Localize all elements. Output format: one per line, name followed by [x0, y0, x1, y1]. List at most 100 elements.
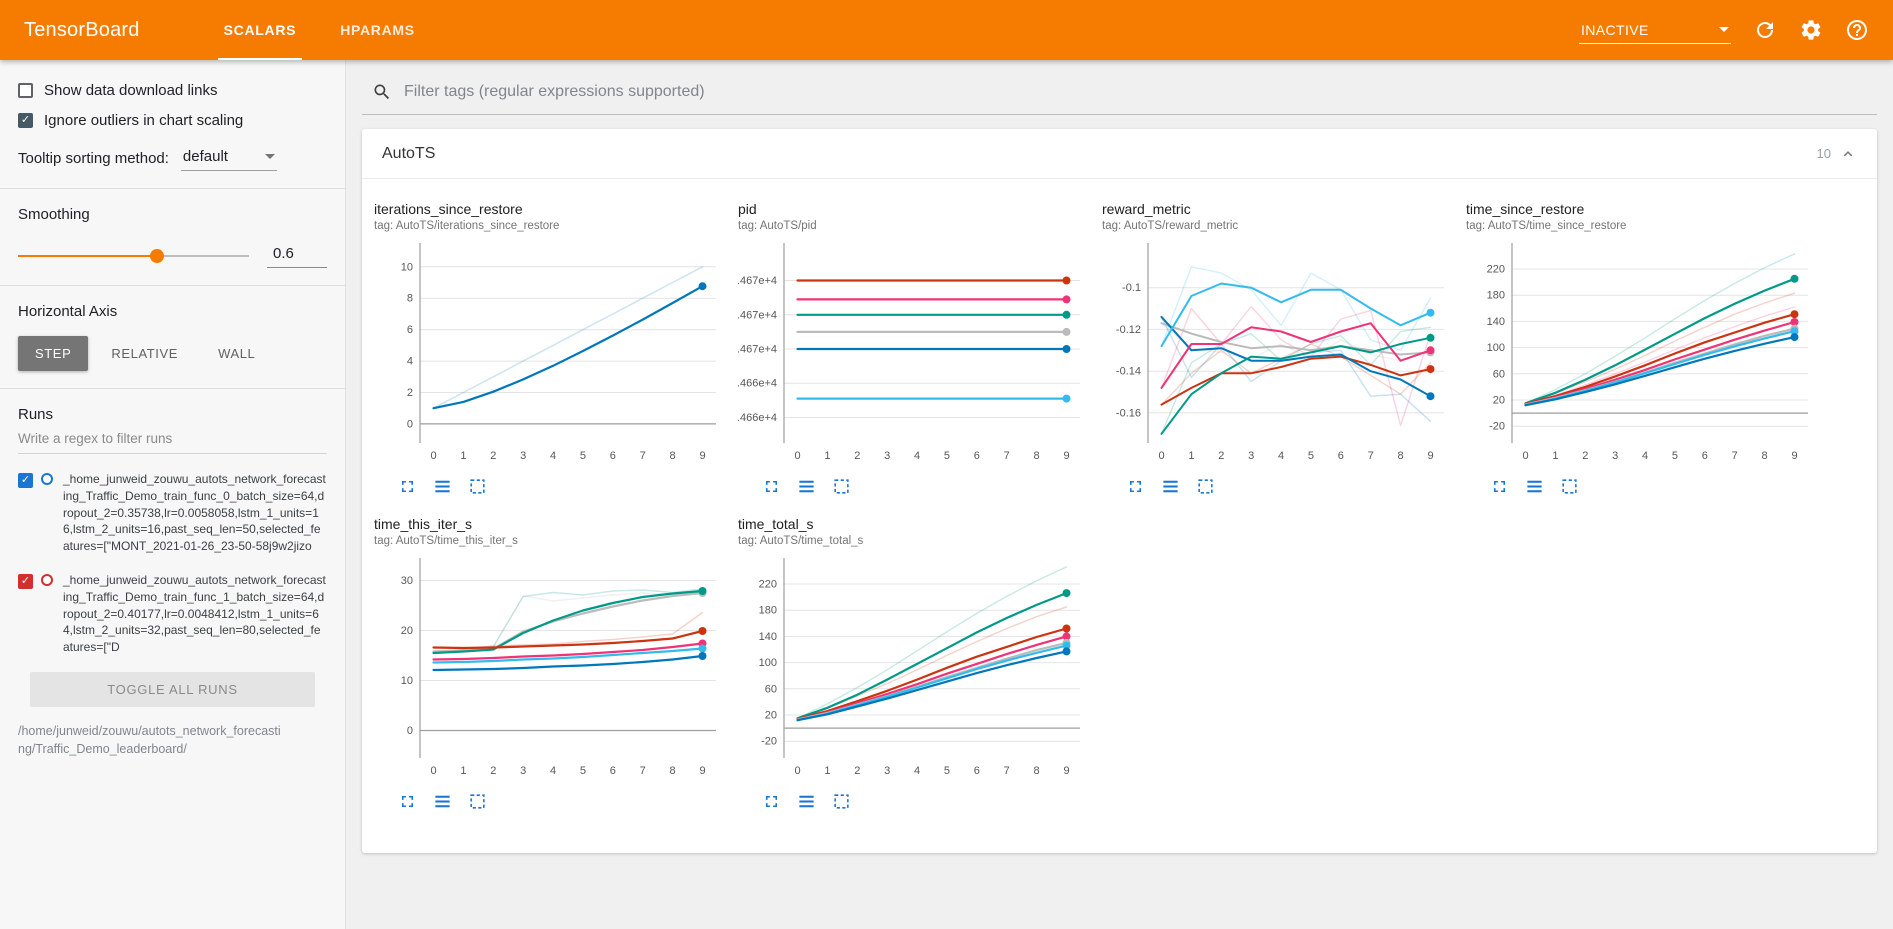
svg-text:7: 7 — [1732, 450, 1738, 462]
svg-text:100: 100 — [759, 657, 777, 669]
svg-text:4: 4 — [1278, 450, 1284, 462]
chart-actions — [398, 477, 738, 496]
fit-domain-icon[interactable] — [832, 792, 851, 811]
chevron-up-icon[interactable] — [1839, 145, 1857, 163]
tooltip-sorting-select[interactable]: default — [180, 145, 277, 171]
chart-canvas[interactable]: 2.467e+4 2.467e+4 2.467e+4 2.466e+4 2.466e+4… — [731, 236, 1090, 466]
help-icon[interactable] — [1845, 18, 1869, 42]
fit-domain-icon[interactable] — [1560, 477, 1579, 496]
svg-text:180: 180 — [759, 605, 777, 617]
chart-canvas[interactable]: 220 180 140 100 60 20 -20 0 1 2 3 4 5 6 7 8 9 — [738, 551, 1090, 781]
chart-actions — [1490, 477, 1830, 496]
smoothing-value[interactable]: 0.6 — [267, 243, 327, 268]
svg-text:9: 9 — [1791, 450, 1797, 462]
svg-text:20: 20 — [401, 625, 413, 637]
svg-text:180: 180 — [1487, 290, 1505, 302]
svg-text:8: 8 — [1398, 450, 1404, 462]
svg-text:220: 220 — [1487, 264, 1505, 276]
svg-text:5: 5 — [944, 765, 950, 777]
svg-text:5: 5 — [1308, 450, 1314, 462]
svg-text:7: 7 — [1004, 450, 1010, 462]
slider-thumb[interactable] — [149, 248, 164, 263]
data-lines-icon[interactable] — [797, 792, 816, 811]
svg-text:0: 0 — [794, 450, 800, 462]
svg-text:10: 10 — [401, 675, 413, 687]
fit-domain-icon[interactable] — [468, 792, 487, 811]
tab-scalars[interactable]: SCALARS — [202, 0, 319, 60]
fit-domain-icon[interactable] — [468, 477, 487, 496]
tag-filter-bar — [362, 60, 1877, 115]
runs-filter-input[interactable] — [18, 423, 327, 454]
svg-text:0: 0 — [794, 765, 800, 777]
axis-relative-button[interactable]: RELATIVE — [94, 336, 195, 371]
expand-chart-icon[interactable] — [1126, 477, 1145, 496]
svg-text:6: 6 — [1338, 450, 1344, 462]
svg-text:20: 20 — [1493, 395, 1505, 407]
chart-canvas[interactable]: 220 180 140 100 60 20 -20 0 1 2 3 4 5 6 7 8 9 — [1466, 236, 1818, 466]
axis-step-button[interactable]: STEP — [18, 336, 89, 371]
chart-canvas[interactable]: 10 8 6 4 2 0 0 1 2 3 4 5 6 7 8 9 — [374, 236, 726, 466]
expand-chart-icon[interactable] — [398, 792, 417, 811]
run-item[interactable]: ✓ _home_junweid_zouwu_autots_network_fore… — [18, 471, 327, 555]
toggle-all-runs-button[interactable]: TOGGLE ALL RUNS — [30, 671, 315, 707]
run-item[interactable]: ✓ _home_junweid_zouwu_autots_network_fore… — [18, 572, 327, 656]
chart-canvas[interactable]: -0.1 -0.12 -0.14 -0.16 0 1 2 3 4 5 6 7 8 9 — [1102, 236, 1454, 466]
svg-text:1: 1 — [460, 450, 466, 462]
axis-wall-button[interactable]: WALL — [201, 336, 272, 371]
svg-text:4: 4 — [550, 450, 556, 462]
svg-text:6: 6 — [1702, 450, 1708, 462]
svg-text:9: 9 — [699, 765, 705, 777]
tag-group-card: AutoTS 10 iterations_since_restore tag: A… — [362, 129, 1877, 853]
settings-gear-icon[interactable] — [1799, 18, 1823, 42]
expand-chart-icon[interactable] — [398, 477, 417, 496]
svg-text:3: 3 — [884, 450, 890, 462]
svg-text:140: 140 — [759, 631, 777, 643]
svg-text:3: 3 — [884, 765, 890, 777]
chart-tag: tag: AutoTS/time_since_restore — [1466, 220, 1627, 232]
smoothing-slider[interactable] — [18, 248, 249, 263]
svg-text:60: 60 — [1493, 368, 1505, 380]
svg-text:5: 5 — [944, 450, 950, 462]
svg-text:-20: -20 — [761, 736, 777, 748]
run-solo-radio[interactable] — [41, 473, 53, 485]
expand-chart-icon[interactable] — [1490, 477, 1509, 496]
svg-text:6: 6 — [610, 765, 616, 777]
ignore-outliers-checkbox[interactable]: ✓ Ignore outliers in chart scaling — [18, 112, 327, 129]
data-lines-icon[interactable] — [1161, 477, 1180, 496]
data-lines-icon[interactable] — [433, 792, 452, 811]
fit-domain-icon[interactable] — [1196, 477, 1215, 496]
data-lines-icon[interactable] — [1525, 477, 1544, 496]
svg-text:6: 6 — [974, 450, 980, 462]
svg-text:3: 3 — [1248, 450, 1254, 462]
divider — [0, 285, 345, 286]
svg-text:7: 7 — [1004, 765, 1010, 777]
tab-hparams[interactable]: HPARAMS — [340, 22, 415, 38]
tag-group-header[interactable]: AutoTS 10 — [362, 129, 1877, 179]
tag-filter-input[interactable] — [404, 83, 1867, 101]
svg-text:4: 4 — [1642, 450, 1648, 462]
show-download-links-checkbox[interactable]: ✓ Show data download links — [18, 82, 327, 99]
run-checkbox[interactable]: ✓ — [18, 473, 33, 488]
tab-bar: SCALARS HPARAMS — [202, 0, 437, 60]
run-solo-radio[interactable] — [41, 573, 53, 586]
data-lines-icon[interactable] — [797, 477, 816, 496]
data-lines-icon[interactable] — [433, 477, 452, 496]
svg-text:-0.16: -0.16 — [1116, 407, 1141, 419]
checkbox-icon: ✓ — [18, 113, 33, 128]
chart-title: time_total_s — [738, 516, 814, 532]
svg-text:-0.14: -0.14 — [1116, 366, 1141, 378]
expand-chart-icon[interactable] — [762, 477, 781, 496]
svg-text:0: 0 — [1522, 450, 1528, 462]
run-checkbox[interactable]: ✓ — [18, 573, 33, 589]
fit-domain-icon[interactable] — [832, 477, 851, 496]
refresh-icon[interactable] — [1753, 18, 1777, 42]
expand-chart-icon[interactable] — [762, 792, 781, 811]
svg-text:2.467e+4: 2.467e+4 — [738, 309, 777, 321]
svg-text:220: 220 — [759, 579, 777, 591]
status-dropdown[interactable]: INACTIVE — [1579, 17, 1731, 44]
charts-grid: iterations_since_restore tag: AutoTS/iter… — [362, 179, 1877, 853]
chart-canvas[interactable]: 30 20 10 0 0 1 2 3 4 5 6 7 8 9 — [374, 551, 726, 781]
svg-text:0: 0 — [430, 765, 436, 777]
svg-text:2.467e+4: 2.467e+4 — [738, 344, 777, 356]
